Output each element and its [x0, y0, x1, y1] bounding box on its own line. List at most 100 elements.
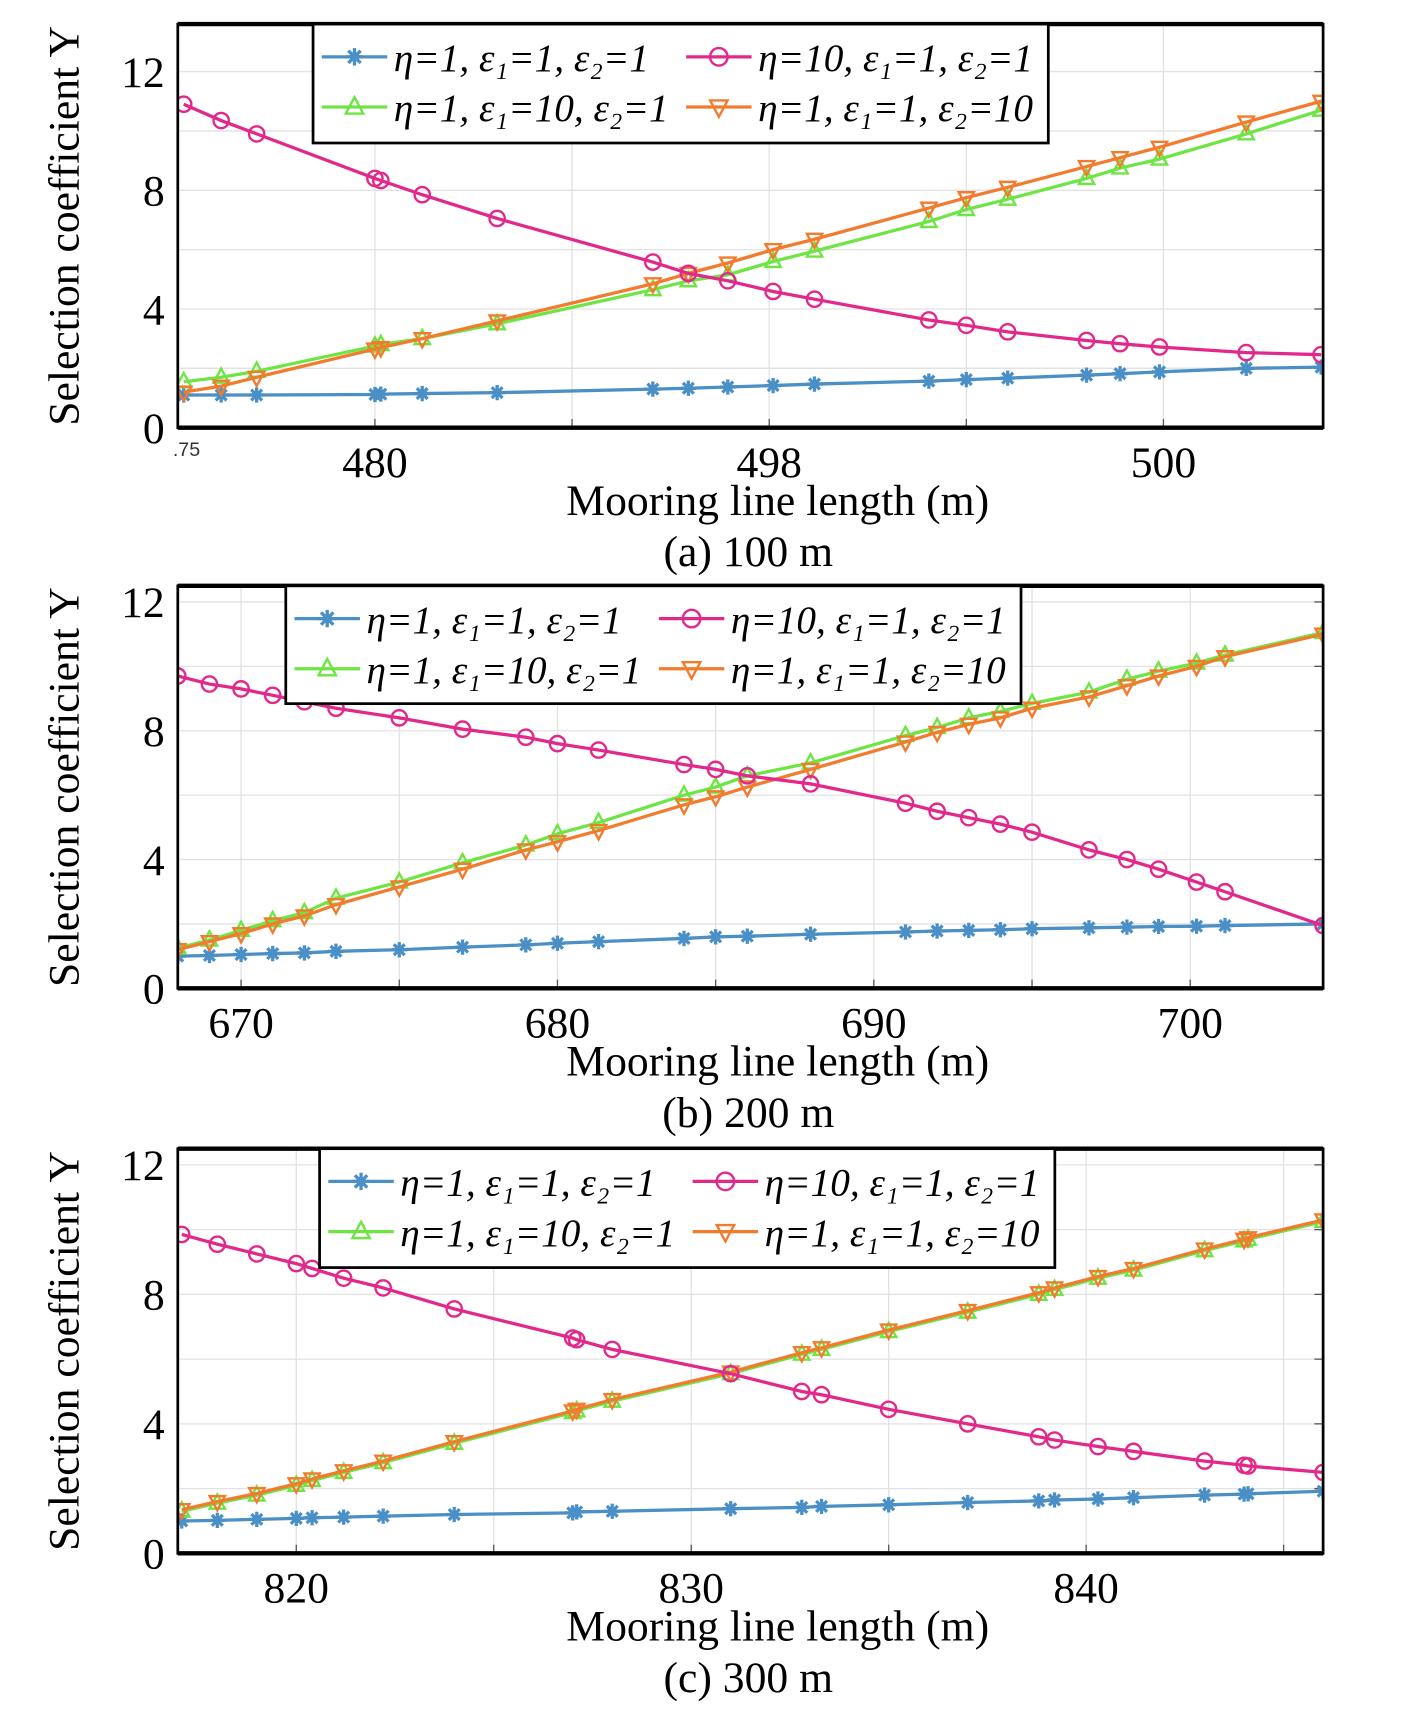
marker-triangle-down	[444, 1435, 464, 1453]
marker-circle	[792, 1382, 811, 1401]
y-tick-label: 4	[143, 1401, 165, 1449]
marker-star	[1313, 359, 1324, 375]
star-stroke	[1316, 917, 1324, 927]
marker-circle	[200, 675, 219, 693]
marker-star	[881, 1497, 897, 1513]
star-stroke	[1316, 1484, 1324, 1494]
marker-circle	[445, 1300, 464, 1318]
star-core	[924, 376, 934, 386]
marker-triangle-down	[371, 340, 391, 359]
marker-triangle-down	[263, 917, 283, 936]
marker-circle	[957, 316, 976, 335]
marker-circle	[177, 95, 193, 114]
star-core	[205, 951, 214, 960]
legend: η=1, ε₁=1, ε₂=1 η=10, ε₁=1, ε₂=1 η=1, ε₁=1…	[318, 1147, 1057, 1269]
legend-label: η=10, ε₁=1, ε₂=1	[731, 599, 1006, 642]
marker-star	[929, 923, 945, 939]
legend-box	[284, 584, 1023, 706]
chart-panel-b: 0 4 8 12 670 680 690 700 η=1, ε₁=1, ε₂=1 η=10, ε₁…	[41, 579, 1325, 1137]
marker-star	[288, 1510, 304, 1527]
star-stroke	[1316, 921, 1324, 931]
marker-star	[1240, 1486, 1256, 1502]
legend: η=1, ε₁=1, ε₂=1 η=10, ε₁=1, ε₂=1 η=1, ε₁=1…	[311, 22, 1050, 145]
legend-item: η=1, ε₁=10, ε₂=1	[294, 649, 641, 692]
marker-circle	[516, 728, 535, 747]
marker-circle	[1314, 1463, 1324, 1482]
star-core	[236, 950, 246, 959]
marker-triangle-up	[804, 239, 825, 258]
marker-triangle-down	[927, 725, 947, 744]
marker-triangle-down	[247, 370, 267, 389]
star-core	[553, 939, 562, 948]
marker-triangle-down	[958, 1303, 978, 1322]
marker-triangle-down	[389, 880, 409, 899]
marker-triangle-down	[1148, 669, 1169, 688]
marker-star	[489, 385, 505, 401]
marker-circle	[1045, 1431, 1064, 1449]
star-core	[268, 949, 277, 958]
marker-star	[794, 1499, 810, 1516]
marker-triangle-down	[294, 909, 314, 928]
marker-triangle-down	[373, 1454, 393, 1473]
marker-star	[720, 379, 736, 395]
marker-circle	[1237, 343, 1256, 362]
marker-circle	[589, 741, 608, 759]
marker-star	[352, 1172, 370, 1191]
x-axis-label: Mooring line length (m)	[566, 1038, 989, 1086]
marker-star	[1090, 1491, 1106, 1507]
marker-triangle-down	[1313, 627, 1324, 646]
marker-circle	[805, 290, 824, 309]
legend-item: η=1, ε₁=1, ε₂=1	[328, 1162, 656, 1205]
marker-circle	[998, 323, 1017, 341]
marker-star	[1046, 1492, 1063, 1508]
marker-triangle-down	[286, 1477, 306, 1496]
x-tick-label: 690	[841, 999, 906, 1047]
legend-item: η=10, ε₁=1, ε₂=1	[686, 37, 1033, 80]
legend-item: η=1, ε₁=1, ε₂=10	[686, 87, 1033, 130]
marker-star	[1078, 367, 1095, 383]
marker-triangle-down	[207, 1494, 227, 1513]
marker-circle	[1118, 850, 1136, 869]
marker-circle	[567, 1330, 586, 1349]
marker-star	[414, 385, 430, 402]
marker-triangle-down	[811, 1341, 832, 1360]
marker-circle	[718, 271, 737, 290]
marker-triangle-up	[588, 811, 609, 830]
star-core	[1122, 922, 1132, 932]
marker-circle	[390, 709, 409, 727]
series-orange	[177, 94, 1324, 404]
star-core	[331, 947, 341, 956]
star-core	[810, 379, 819, 389]
legend-item: η=1, ε₁=10, ε₂=1	[328, 1212, 675, 1255]
legend-box	[318, 1147, 1057, 1269]
marker-circle	[177, 1225, 191, 1244]
marker-triangle-down	[792, 1345, 812, 1364]
marker-circle	[1124, 1442, 1143, 1461]
legend-label: η=10, ε₁=1, ε₂=1	[765, 1162, 1040, 1205]
marker-triangle-up	[1311, 98, 1324, 117]
marker-triangle-down	[452, 862, 473, 881]
marker-triangle-up	[316, 656, 338, 677]
marker-triangle-down	[674, 798, 694, 817]
panel-caption: (c) 300 m	[663, 1654, 833, 1702]
marker-star	[446, 1506, 462, 1523]
marker-circle	[603, 1340, 622, 1359]
marker-triangle-down	[516, 843, 536, 862]
marker-star	[336, 1509, 352, 1525]
y-axis-label: Selection coefficient Y	[41, 587, 89, 987]
y-tick-label: 8	[143, 708, 165, 756]
marker-star	[765, 377, 781, 394]
marker-triangle-down	[737, 780, 757, 799]
panel-caption: (a) 100 m	[663, 528, 833, 576]
series-blue	[177, 359, 1324, 403]
star-core	[594, 937, 603, 946]
star-core	[458, 942, 467, 952]
star-core	[1129, 1493, 1138, 1502]
marker-star	[375, 1508, 391, 1524]
series-line	[181, 1232, 1324, 1475]
marker-circle	[1080, 841, 1098, 859]
marker-triangle-down	[199, 935, 220, 953]
marker-triangle-down	[1236, 115, 1256, 134]
marker-star	[373, 386, 389, 402]
